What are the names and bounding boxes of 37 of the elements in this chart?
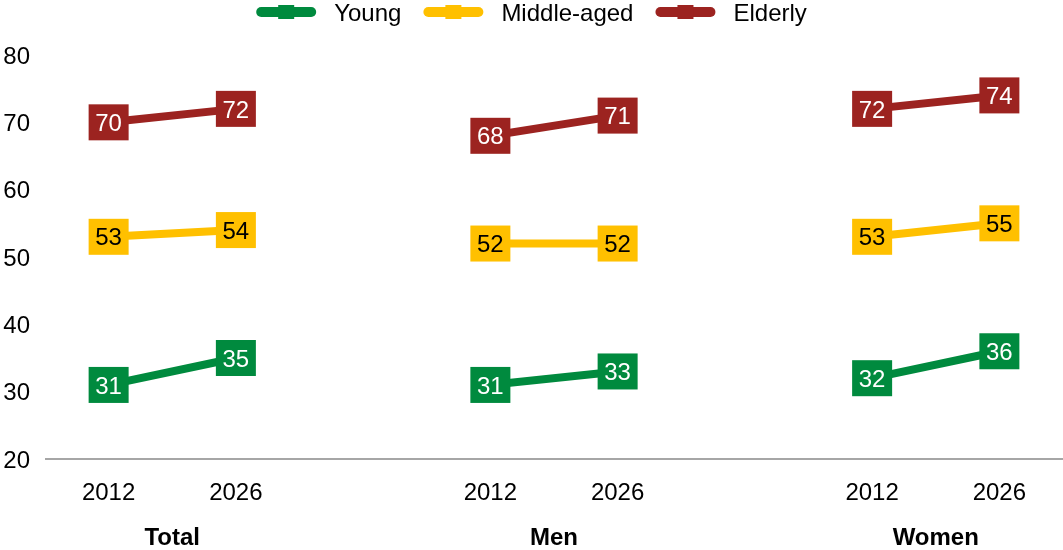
data-label: 70	[95, 108, 122, 136]
y-tick-label: 20	[3, 445, 30, 473]
y-tick-label: 40	[3, 310, 30, 338]
y-tick-label: 80	[3, 41, 30, 69]
data-label: 53	[95, 223, 122, 251]
legend-label: Middle-aged	[501, 0, 634, 26]
data-label: 72	[858, 95, 886, 123]
data-label: 35	[222, 344, 250, 372]
x-tick-label: 2026	[972, 478, 1027, 505]
x-tick-label: 2012	[81, 478, 136, 505]
data-label: 52	[477, 230, 504, 258]
data-label: 68	[477, 122, 504, 150]
data-label: 71	[604, 102, 631, 130]
legend-label: Young	[334, 0, 402, 26]
x-tick-label: 2012	[463, 478, 518, 505]
data-label: 72	[222, 95, 250, 123]
data-label: 53	[858, 223, 886, 251]
x-tick-label: 2026	[590, 478, 645, 505]
data-label: 31	[477, 371, 504, 399]
y-tick-label: 70	[3, 108, 30, 136]
text: Men	[530, 523, 578, 550]
text: Women	[892, 523, 979, 550]
x-tick-label: 2012	[845, 478, 899, 505]
data-label: 74	[986, 82, 1013, 110]
data-label: 33	[604, 358, 631, 386]
data-label: 54	[222, 216, 250, 244]
data-label: 52	[604, 230, 631, 258]
x-tick-label: 2026	[209, 478, 263, 505]
y-tick-label: 50	[3, 243, 30, 271]
data-label: 55	[986, 209, 1013, 237]
data-label: 36	[986, 337, 1013, 365]
y-tick-label: 30	[3, 378, 30, 406]
text: Total	[144, 523, 201, 550]
data-label: 32	[858, 364, 886, 392]
y-tick-label: 60	[3, 176, 30, 204]
data-label: 31	[95, 371, 122, 399]
legend-label: Elderly	[733, 0, 807, 26]
